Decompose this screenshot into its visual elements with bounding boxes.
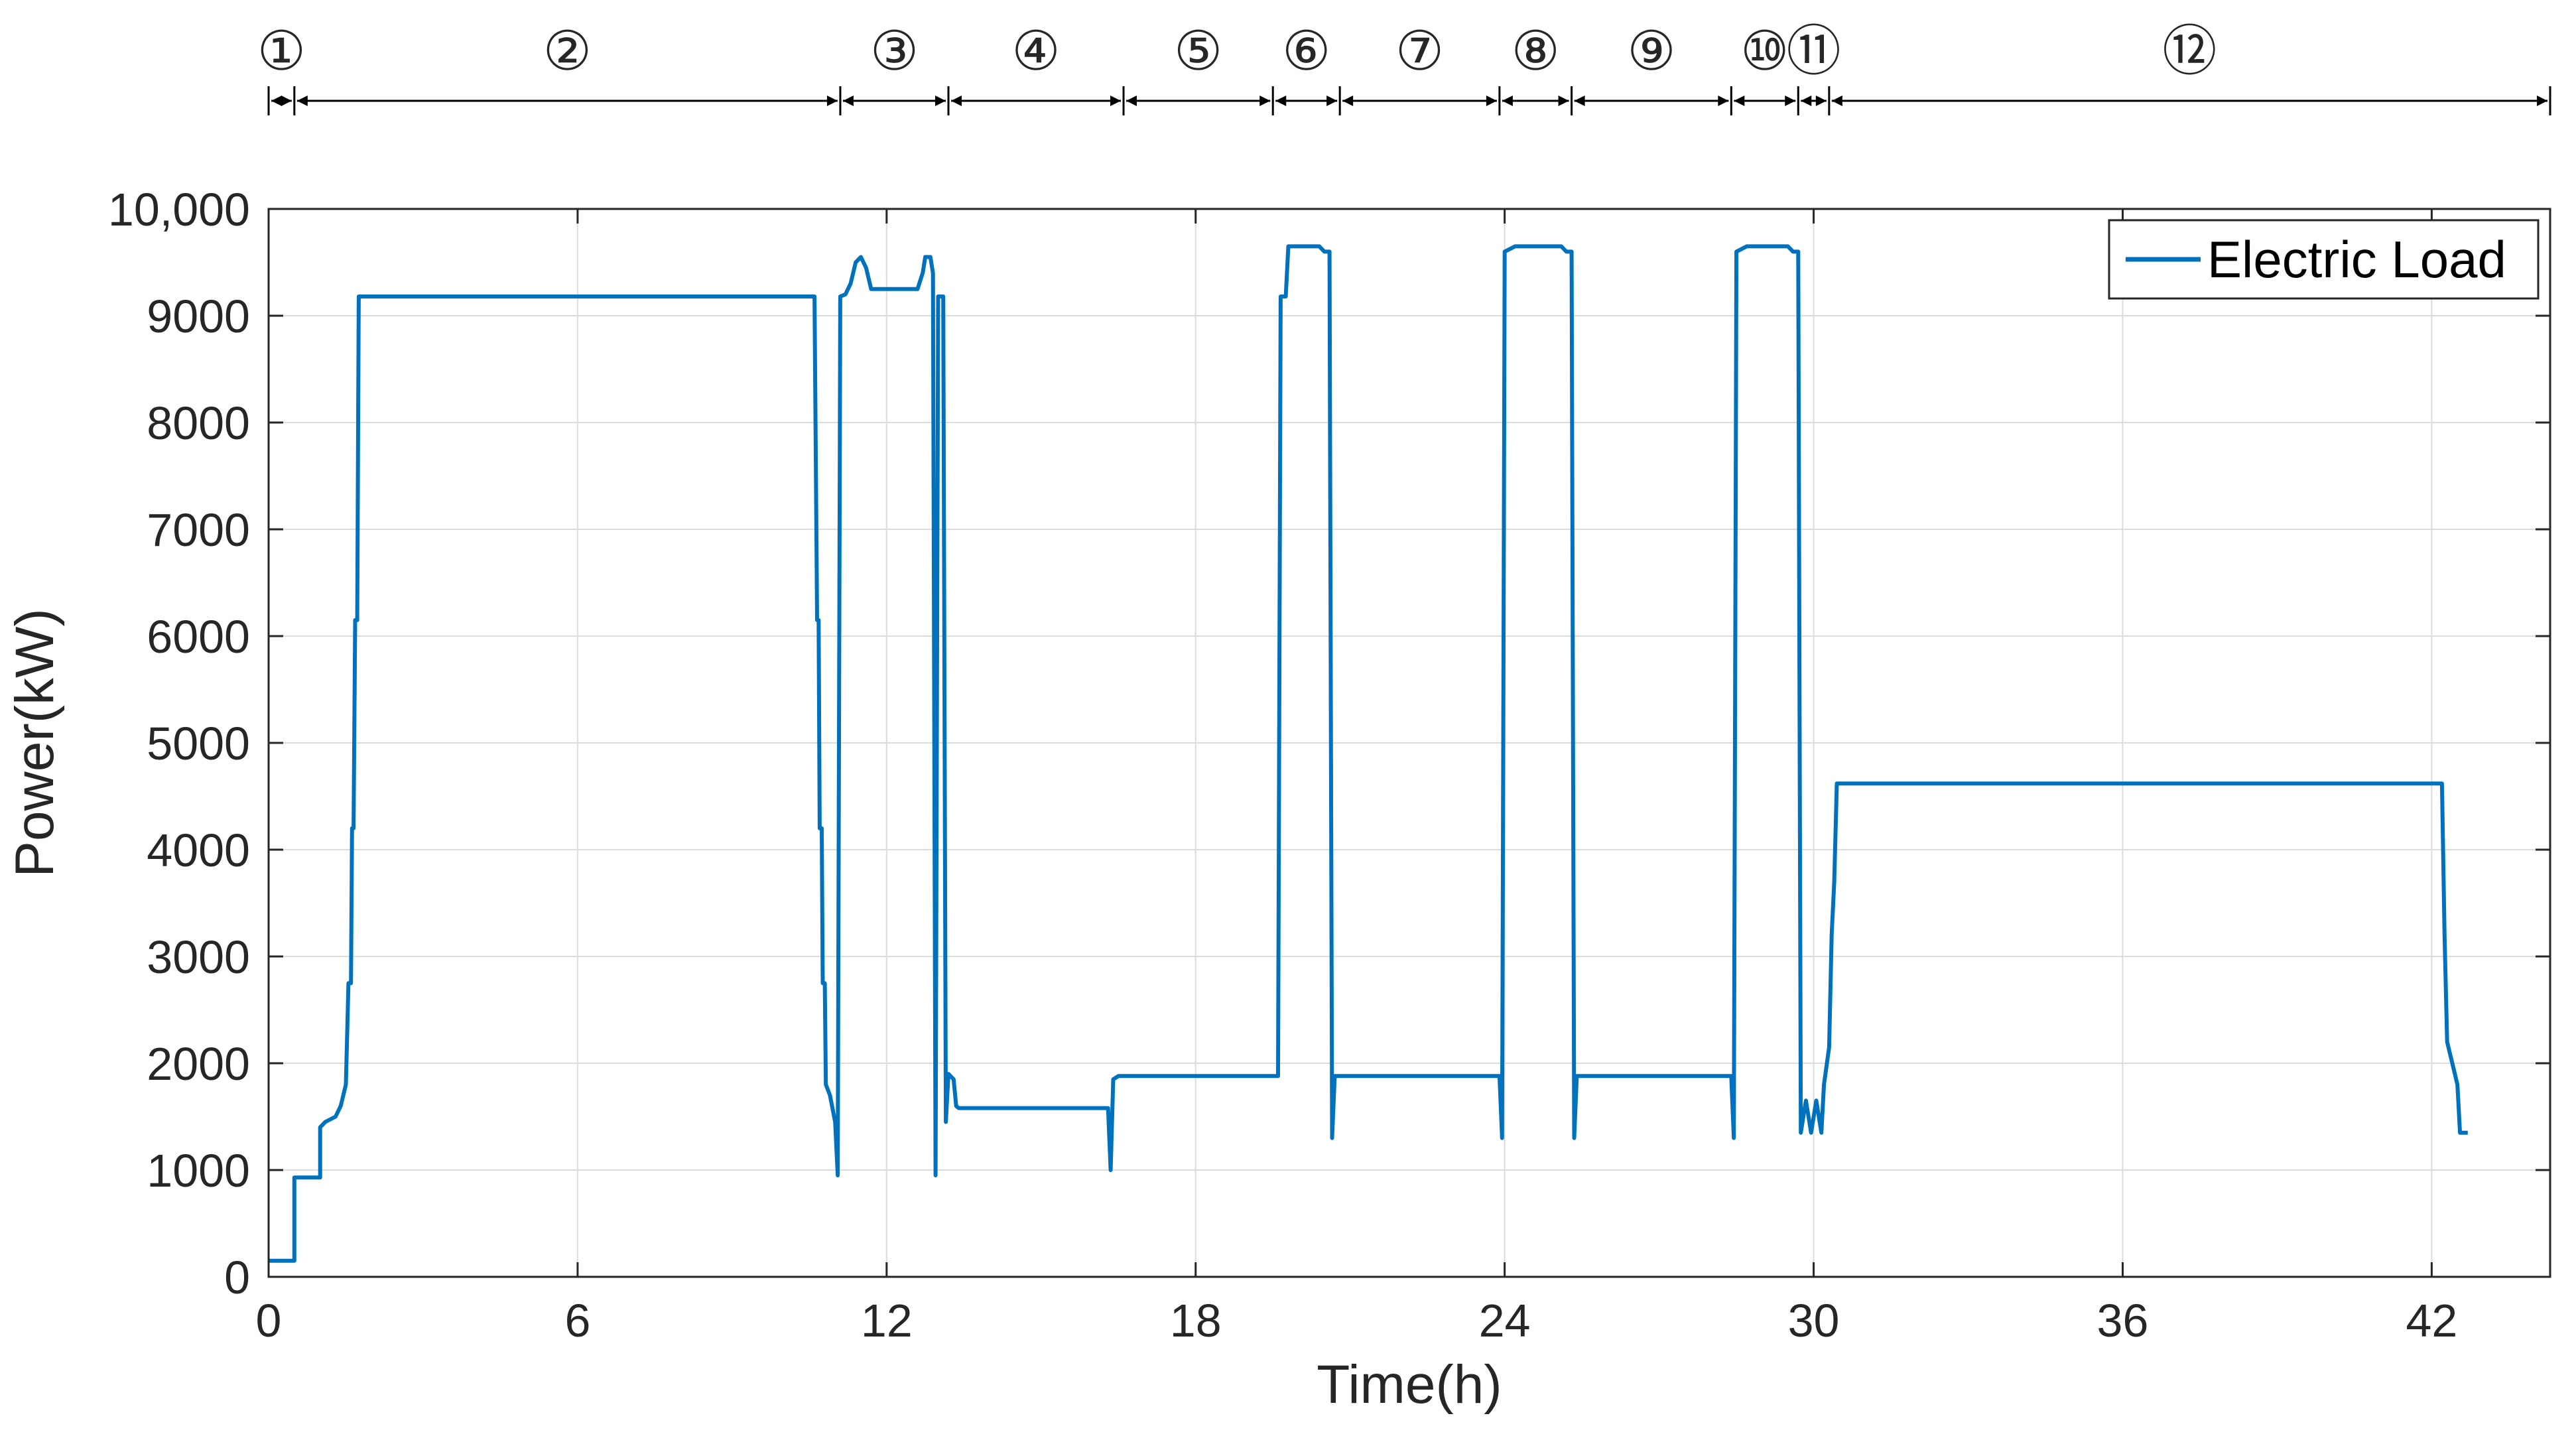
phase-arrowhead-left (1831, 96, 1842, 106)
y-tick-label: 7000 (147, 504, 250, 556)
y-tick-label: 5000 (147, 718, 250, 769)
phase-arrowhead-left (842, 96, 854, 106)
phase-arrowhead-right (281, 96, 292, 106)
series-line-electric-load (269, 244, 2468, 1263)
phase-label: ③ (870, 21, 919, 82)
x-tick-label: 36 (2097, 1295, 2149, 1346)
phase-arrowhead-left (1801, 96, 1812, 106)
phase-arrowhead-right (2537, 96, 2547, 106)
phase-arrowhead-right (1326, 96, 1338, 106)
axis-ticks: 0 6 12 18 24 30 36 42 0 1000 2000 3000 4000 5000 6000 7… (108, 184, 2550, 1346)
phase-label: ⑨ (1627, 21, 1676, 82)
y-tick-label: 9000 (147, 291, 250, 342)
phase-arrowhead-left (1275, 96, 1287, 106)
x-tick-label: 24 (1479, 1295, 1531, 1346)
phase-label: ⑫ (2162, 21, 2217, 82)
y-axis-title: Power(kW) (5, 608, 65, 877)
phase-arrowhead-right (1815, 96, 1827, 106)
phase-arrowhead-left (1574, 96, 1585, 106)
phase-arrowhead-right (935, 96, 946, 106)
legend-label-electric-load: Electric Load (2207, 230, 2506, 289)
y-tick-label: 10,000 (108, 184, 250, 235)
phase-label: ⑥ (1282, 21, 1331, 82)
y-tick-label: 6000 (147, 611, 250, 663)
phase-label: ⑪ (1787, 21, 1841, 82)
phase-arrowhead-right (1259, 96, 1271, 106)
phase-label: ⑩ (1740, 21, 1789, 82)
x-tick-label: 30 (1788, 1295, 1840, 1346)
phase-arrowhead-left (951, 96, 962, 106)
phase-arrowhead-left (1126, 96, 1137, 106)
phase-arrowhead-left (1734, 96, 1745, 106)
y-tick-label: 4000 (147, 824, 250, 876)
y-tick-label: 0 (224, 1252, 250, 1303)
y-tick-label: 2000 (147, 1038, 250, 1090)
y-tick-label: 3000 (147, 931, 250, 983)
phase-label: ① (257, 21, 306, 82)
chart-legend: Electric Load (2108, 219, 2540, 300)
y-tick-label: 8000 (147, 397, 250, 449)
phase-arrowhead-left (296, 96, 308, 106)
x-tick-label: 6 (564, 1295, 590, 1346)
grid-lines (268, 208, 2550, 1277)
phase-label: ⑦ (1395, 21, 1445, 82)
x-tick-label: 42 (2406, 1295, 2457, 1346)
phase-arrowhead-right (1558, 96, 1569, 106)
phase-label: ④ (1011, 21, 1061, 82)
x-tick-label: 12 (861, 1295, 913, 1346)
x-axis-title: Time(h) (1317, 1354, 1502, 1415)
phase-label: ② (543, 21, 592, 82)
phase-arrowhead-left (271, 96, 282, 106)
phase-arrowhead-left (1342, 96, 1354, 106)
y-tick-label: 1000 (147, 1145, 250, 1197)
phase-arrowhead-right (826, 96, 838, 106)
x-tick-label: 0 (256, 1295, 282, 1346)
phase-label: ⑧ (1511, 21, 1560, 82)
phase-arrowhead-right (1486, 96, 1497, 106)
phase-label: ⑤ (1174, 21, 1223, 82)
phase-arrowhead-left (1502, 96, 1513, 106)
series-layer (269, 244, 2468, 1263)
phase-arrowhead-right (1110, 96, 1122, 106)
phase-arrowhead-right (1785, 96, 1796, 106)
x-tick-label: 18 (1170, 1295, 1222, 1346)
phase-arrowhead-right (1718, 96, 1729, 106)
